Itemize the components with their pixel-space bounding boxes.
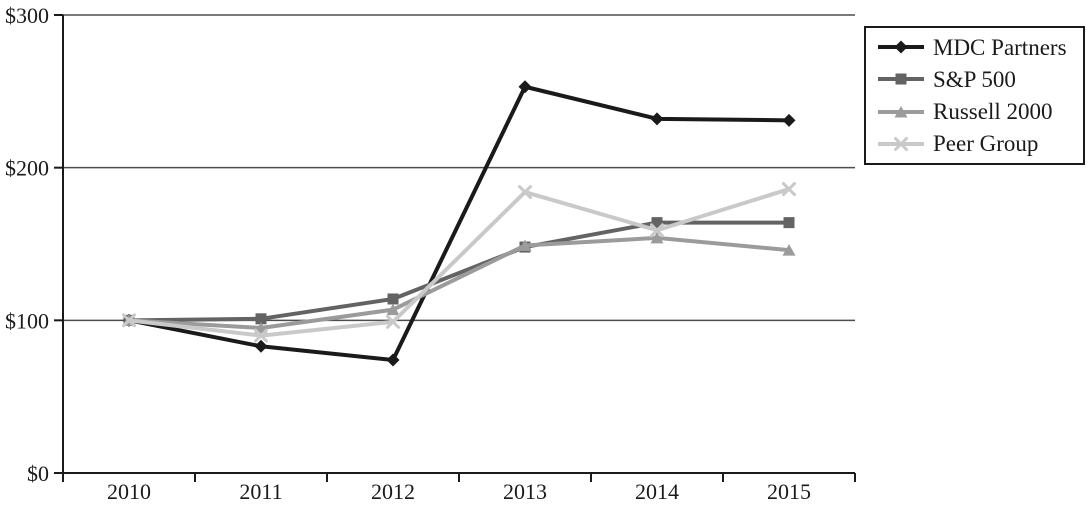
diamond-marker-icon — [782, 113, 796, 127]
x-marker-icon — [122, 313, 136, 328]
chart-legend: MDC Partners S&P 500 Russell 2000 Peer Grou… — [864, 26, 1085, 165]
series-line — [128, 235, 790, 330]
square-marker-icon — [255, 313, 267, 325]
y-tick-label: $200 — [5, 156, 49, 181]
x-tick-label: 2013 — [503, 479, 547, 504]
legend-swatch-x-icon — [878, 136, 924, 151]
x-marker-icon — [650, 223, 664, 238]
triangle-marker-icon — [782, 244, 796, 256]
legend-item: Russell 2000 — [878, 97, 1077, 127]
series-line — [128, 220, 789, 323]
legend-item: Peer Group — [878, 129, 1077, 159]
square-marker-icon — [387, 293, 399, 305]
diamond-marker-icon — [650, 112, 664, 126]
x-marker-icon — [254, 328, 268, 343]
y-tick-label: $100 — [5, 308, 49, 333]
legend-swatch-square-icon — [878, 73, 924, 85]
legend-label: S&P 500 — [933, 66, 1016, 92]
triangle-marker-icon — [894, 105, 908, 118]
diamond-marker-icon — [254, 339, 268, 353]
y-tick-label: $0 — [27, 461, 49, 486]
series-line — [128, 187, 790, 338]
legend-item: MDC Partners — [878, 32, 1077, 62]
series-line — [128, 84, 790, 363]
x-tick-label: 2014 — [635, 479, 679, 504]
diamond-marker-icon — [894, 40, 908, 54]
legend-swatch-triangle-icon — [878, 105, 924, 118]
x-marker-icon — [782, 182, 796, 197]
triangle-marker-icon — [518, 239, 532, 252]
diamond-marker-icon — [518, 80, 532, 94]
x-tick-label: 2011 — [239, 479, 282, 504]
x-marker-icon — [518, 185, 532, 200]
y-tick-label: $300 — [5, 3, 49, 28]
legend-label: Peer Group — [933, 131, 1039, 157]
x-tick-label: 2010 — [107, 479, 151, 504]
x-tick-label: 2012 — [371, 479, 415, 504]
legend-item: S&P 500 — [878, 64, 1077, 94]
square-marker-icon — [651, 217, 663, 229]
square-marker-icon — [895, 73, 907, 85]
triangle-marker-icon — [650, 231, 664, 244]
legend-swatch-diamond-icon — [878, 40, 924, 54]
x-marker-icon — [386, 314, 400, 329]
x-tick-label: 2015 — [767, 479, 811, 504]
triangle-marker-icon — [386, 303, 400, 316]
x-marker-icon — [894, 136, 908, 151]
legend-label: MDC Partners — [933, 34, 1067, 60]
diamond-marker-icon — [386, 353, 400, 367]
square-marker-icon — [783, 217, 795, 229]
legend-label: Russell 2000 — [933, 99, 1053, 125]
